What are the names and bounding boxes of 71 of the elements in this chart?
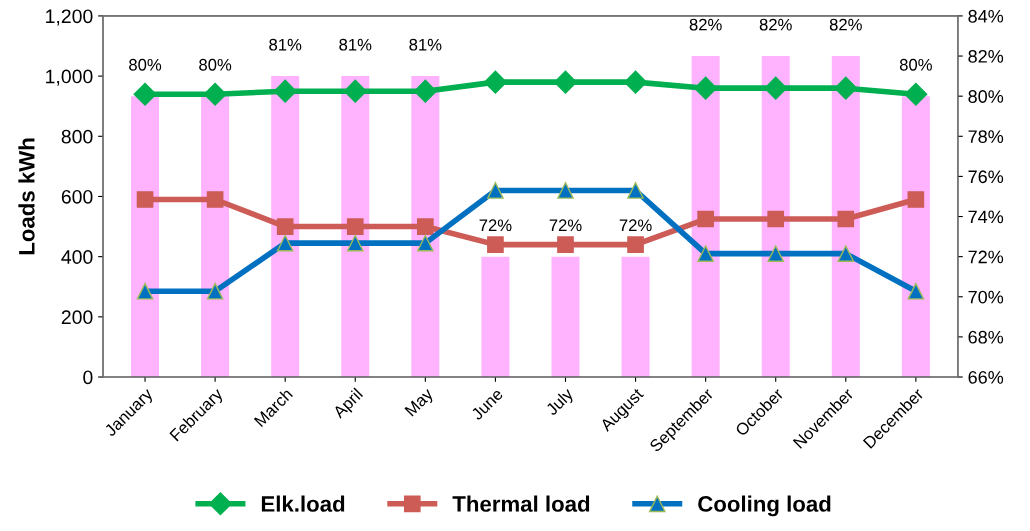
point (136, 191, 154, 208)
y-tick-label: 400 (61, 250, 93, 264)
point (276, 234, 294, 252)
legend-label: Elk.load (261, 495, 345, 512)
point (904, 82, 928, 106)
y2-tick-label: 70% (968, 290, 1004, 304)
data-label: 82% (759, 18, 792, 31)
point (346, 218, 364, 235)
point (837, 245, 855, 262)
data-label: 72% (619, 219, 652, 232)
point (907, 191, 925, 208)
point (417, 234, 434, 252)
data-label: 80% (129, 58, 162, 71)
data-label: 82% (829, 18, 862, 31)
data-label: 81% (409, 38, 442, 51)
data-label: 72% (479, 219, 512, 232)
data-label: 81% (269, 38, 302, 51)
point (136, 282, 154, 300)
point (694, 76, 718, 100)
data-label: 81% (339, 38, 372, 51)
legend-label: Thermal load (452, 495, 590, 512)
x-tick-label: May (404, 387, 437, 420)
point (624, 70, 648, 94)
point (133, 82, 157, 106)
data-label: 72% (549, 219, 582, 232)
point (837, 210, 855, 228)
point (273, 79, 297, 103)
point (907, 282, 925, 300)
point (697, 210, 714, 228)
x-tick-label: July (544, 386, 577, 419)
point (557, 236, 574, 253)
y2-tick-label: 66% (968, 370, 1004, 384)
data-label: 82% (689, 18, 722, 31)
y2-tick-label: 76% (968, 170, 1004, 184)
point (343, 79, 367, 103)
point (417, 218, 434, 235)
y-tick-label: 1,200 (46, 9, 93, 26)
point (203, 82, 227, 106)
point (557, 182, 574, 199)
y2-tick-label: 80% (968, 90, 1004, 103)
y-axis-title: Loads kWh (18, 138, 35, 255)
point (767, 210, 785, 228)
y2-tick-label: 84% (968, 9, 1004, 23)
legend-label: Cooling load (698, 495, 831, 517)
point (346, 234, 364, 252)
data-label: 80% (199, 58, 232, 71)
data-label: 80% (899, 58, 932, 71)
point (276, 218, 294, 235)
point (487, 182, 504, 199)
y2-tick-label: 74% (968, 210, 1004, 224)
point (697, 245, 714, 262)
point (483, 70, 507, 94)
point (206, 191, 224, 208)
point (553, 70, 577, 94)
point (767, 245, 785, 262)
point (487, 236, 504, 253)
y-tick-label: 800 (61, 129, 93, 144)
y-tick-label: 1,000 (46, 69, 93, 86)
point (206, 282, 224, 300)
point (413, 79, 437, 103)
point (834, 76, 858, 100)
y2-tick-label: 68% (968, 330, 1004, 344)
y-tick-label: 200 (61, 310, 93, 325)
y-tick-label: 600 (61, 189, 93, 204)
point (764, 76, 788, 100)
point (627, 236, 644, 253)
y2-tick-label: 72% (968, 250, 1004, 264)
point (627, 182, 644, 199)
y2-tick-label: 78% (968, 130, 1004, 144)
y-tick-label: 0 (83, 370, 93, 385)
y2-tick-label: 82% (968, 49, 1004, 63)
